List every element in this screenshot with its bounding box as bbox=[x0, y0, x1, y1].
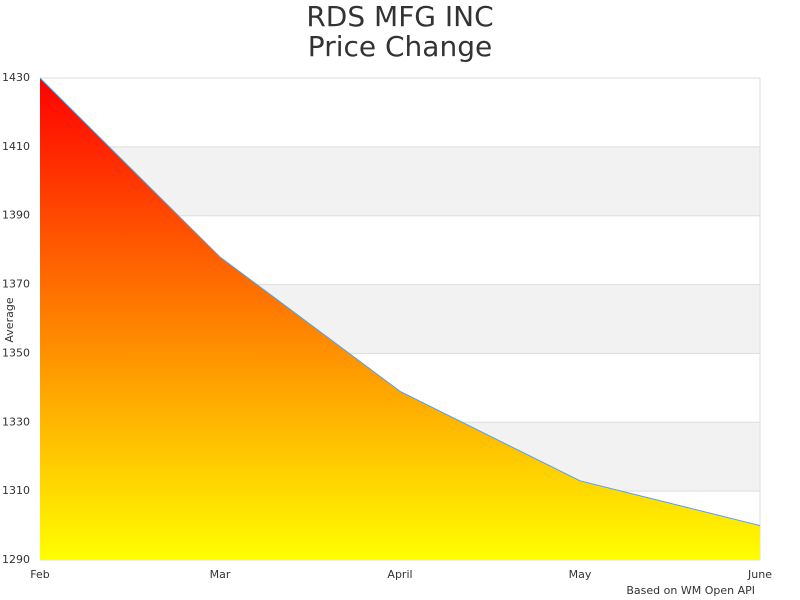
y-tick-label: 1410 bbox=[2, 140, 30, 153]
area-line bbox=[39, 77, 761, 527]
x-tick-label: Mar bbox=[210, 568, 231, 581]
x-tick-label: April bbox=[387, 568, 412, 581]
y-tick-label: 1350 bbox=[2, 346, 30, 359]
y-tick-label: 1370 bbox=[2, 278, 30, 291]
area bbox=[40, 78, 760, 560]
y-tick-label: 1390 bbox=[2, 209, 30, 222]
credits: Based on WM Open API bbox=[626, 584, 755, 597]
x-tick-label: Feb bbox=[30, 568, 49, 581]
y-tick-label: 1430 bbox=[2, 71, 30, 84]
y-tick-label: 1330 bbox=[2, 415, 30, 428]
y-axis-label: Average bbox=[3, 297, 16, 342]
x-tick-label: May bbox=[569, 568, 592, 581]
y-tick-label: 1290 bbox=[2, 553, 30, 566]
y-tick-label: 1310 bbox=[2, 484, 30, 497]
x-tick-label: June bbox=[747, 568, 772, 581]
chart-title: RDS MFG INC bbox=[306, 0, 493, 33]
chart-subtitle: Price Change bbox=[308, 30, 492, 63]
